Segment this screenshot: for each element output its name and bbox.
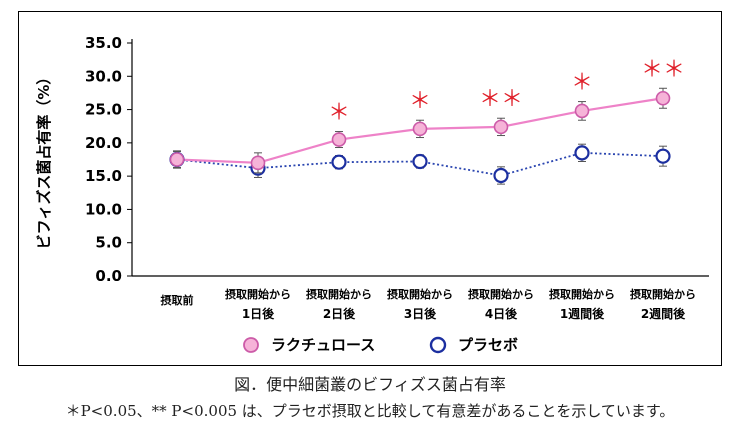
series-point-0: [250, 155, 266, 171]
x-tick-label-line2: 4日後: [485, 306, 518, 321]
legend-label-1: プラセボ: [458, 336, 518, 354]
figure-footnote: ＊P<0.05、** P<0.005 は、プラセボ摂取と比較して有意差があること…: [65, 402, 675, 420]
y-tick-label: 25.0: [85, 101, 122, 119]
series-point-1: [574, 145, 590, 161]
x-tick-label-line2: 3日後: [404, 306, 437, 321]
series-point-0: [169, 152, 185, 167]
x-tick-label: 摂取開始から: [630, 287, 696, 301]
line-chart: 0.0 5.0 10.0 15.0 20.0 25.0 30.0 35.0 ビフィズス菌占有率（…: [35, 34, 709, 354]
x-tick-label: 摂取開始から: [225, 287, 291, 301]
series-point-0: [412, 121, 428, 137]
legend-marker-0: [243, 337, 259, 353]
y-tick-label: 30.0: [85, 67, 122, 85]
x-tick-label: 摂取開始から: [549, 287, 615, 301]
legend-marker-1: [429, 336, 447, 354]
series-point-1: [331, 154, 347, 170]
significance-marker: ＊: [328, 101, 350, 126]
y-tick-label: 15.0: [85, 167, 122, 185]
x-tick-label: 摂取開始から: [306, 287, 372, 301]
x-tick-label: 摂取前: [161, 293, 194, 307]
x-tick-label-line2: 2日後: [323, 306, 356, 321]
significance-marker: ＊: [409, 89, 431, 114]
significance-marker: ＊＊: [479, 87, 523, 112]
series-point-1: [655, 148, 671, 164]
chart-frame: 0.0 5.0 10.0 15.0 20.0 25.0 30.0 35.0 ビフィズス菌占有率（…: [18, 11, 722, 366]
y-tick-label: 10.0: [85, 200, 122, 218]
x-tick-label-line2: 2週間後: [641, 306, 686, 321]
y-tick-label: 5.0: [95, 234, 122, 252]
y-axis-label: ビフィズス菌占有率（%）: [35, 70, 53, 250]
legend-label-0: ラクチュロース: [271, 336, 375, 354]
series-point-0: [331, 132, 347, 147]
x-tick-label: 摂取開始から: [387, 287, 453, 301]
series-point-1: [493, 167, 509, 184]
series-point-0: [655, 90, 671, 106]
x-tick-label: 摂取開始から: [468, 287, 534, 301]
significance-marker: ＊: [571, 71, 593, 96]
x-tick-label-line2: 1日後: [242, 306, 275, 321]
series-point-1: [412, 153, 428, 170]
significance-marker: ＊＊: [641, 57, 685, 82]
figure-caption: 図．便中細菌叢のビフィズス菌占有率: [234, 375, 506, 394]
x-tick-label-line2: 1週間後: [560, 306, 605, 321]
series-point-0: [493, 119, 509, 135]
y-tick-label: 0.0: [95, 267, 122, 285]
y-tick-label: 20.0: [85, 134, 122, 152]
series-point-0: [574, 103, 590, 119]
y-tick-label: 35.0: [85, 34, 122, 52]
